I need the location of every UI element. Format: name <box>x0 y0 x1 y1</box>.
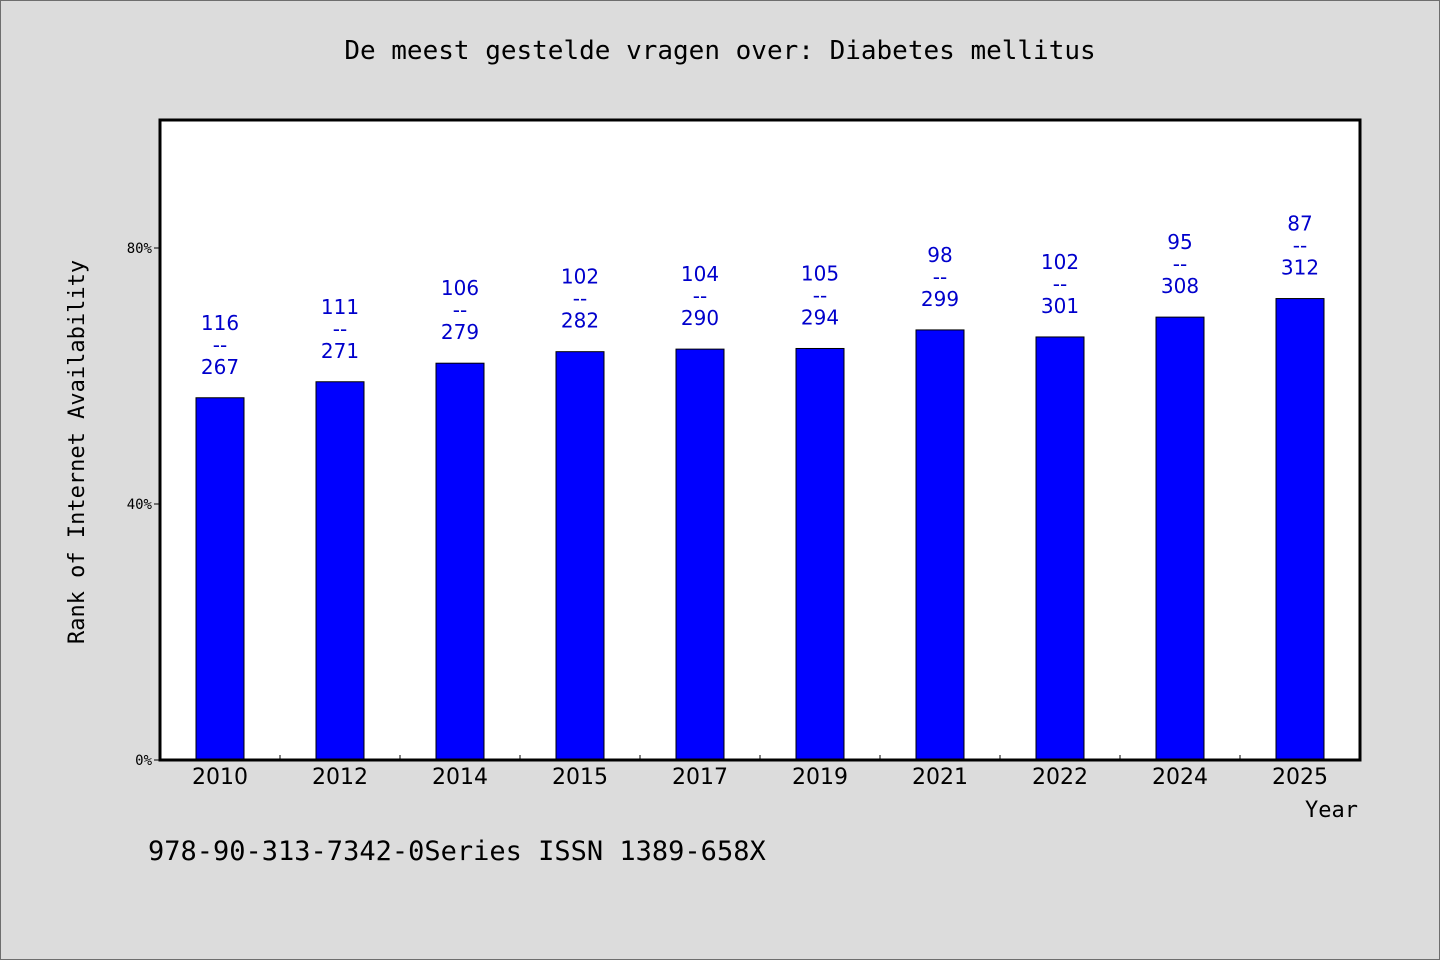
data-label-2014-2: 279 <box>441 320 479 344</box>
x-tick-label-2015: 2015 <box>552 765 608 790</box>
chart-title: De meest gestelde vragen over: Diabetes … <box>344 36 1096 66</box>
data-label-2017-1: -- <box>693 284 707 308</box>
y-axis-title: Rank of Internet Availability <box>65 260 90 644</box>
y-tick-label-40: 40% <box>127 497 153 513</box>
data-label-2025-1: -- <box>1293 234 1307 258</box>
bar-2010 <box>195 397 245 761</box>
data-label-2017-2: 290 <box>681 306 719 330</box>
x-tick-label-2014: 2014 <box>432 765 488 790</box>
x-tick-label-2019: 2019 <box>792 765 848 790</box>
footer-text: 978-90-313-7342-0Series ISSN 1389-658X <box>148 836 766 867</box>
data-label-2024-0: 95 <box>1167 230 1192 254</box>
x-tick-label-2021: 2021 <box>912 765 968 790</box>
bar-2012 <box>315 381 365 761</box>
data-label-2024-2: 308 <box>1161 274 1199 298</box>
bar-2014 <box>435 362 485 761</box>
data-label-2014-1: -- <box>453 298 467 322</box>
x-tick-label-2022: 2022 <box>1032 765 1088 790</box>
data-label-2021-0: 98 <box>927 243 952 267</box>
bar-2019 <box>795 347 845 761</box>
y-tick-label-0: 0% <box>135 753 152 769</box>
data-label-2012-1: -- <box>333 317 347 341</box>
data-label-2025-0: 87 <box>1287 212 1312 236</box>
data-label-2019-0: 105 <box>801 261 839 285</box>
x-tick-label-2025: 2025 <box>1272 765 1328 790</box>
plot-border <box>158 118 1362 762</box>
x-axis-title: Year <box>1305 798 1358 823</box>
data-label-2022-0: 102 <box>1041 250 1079 274</box>
data-label-2012-0: 111 <box>321 295 359 319</box>
data-label-2015-2: 282 <box>561 309 599 333</box>
bar-2021 <box>915 329 965 761</box>
data-label-2022-1: -- <box>1053 272 1067 296</box>
data-label-2024-1: -- <box>1173 252 1187 276</box>
x-tick-label-2012: 2012 <box>312 765 368 790</box>
bar-2022 <box>1035 336 1085 761</box>
data-label-2022-2: 301 <box>1041 294 1079 318</box>
x-tick-label-2024: 2024 <box>1152 765 1208 790</box>
bar-2024 <box>1155 316 1205 761</box>
data-label-2012-2: 271 <box>321 339 359 363</box>
data-label-2019-2: 294 <box>801 305 839 329</box>
data-label-2010-1: -- <box>213 333 227 357</box>
bar-2017 <box>675 348 725 761</box>
data-label-2017-0: 104 <box>681 262 719 286</box>
x-tick-label-2017: 2017 <box>672 765 728 790</box>
data-label-2010-0: 116 <box>201 311 239 335</box>
axes: 2010 2012 2014 2015 2017 2019 2021 2022 2024 2025… <box>65 241 1361 823</box>
data-label-2019-1: -- <box>813 283 827 307</box>
bars <box>195 298 1325 761</box>
data-label-2014-0: 106 <box>441 276 479 300</box>
bar-2025 <box>1275 298 1325 761</box>
bar-2015 <box>555 351 605 761</box>
y-tick-label-80: 80% <box>127 241 153 257</box>
data-label-2025-2: 312 <box>1281 256 1319 280</box>
data-label-2015-1: -- <box>573 287 587 311</box>
x-tick-label-2010: 2010 <box>192 765 248 790</box>
data-label-2021-1: -- <box>933 265 947 289</box>
data-labels: 116--267111--271106--279102--282104--290… <box>201 212 1319 379</box>
data-label-2015-0: 102 <box>561 265 599 289</box>
data-label-2021-2: 299 <box>921 287 959 311</box>
data-label-2010-2: 267 <box>201 355 239 379</box>
